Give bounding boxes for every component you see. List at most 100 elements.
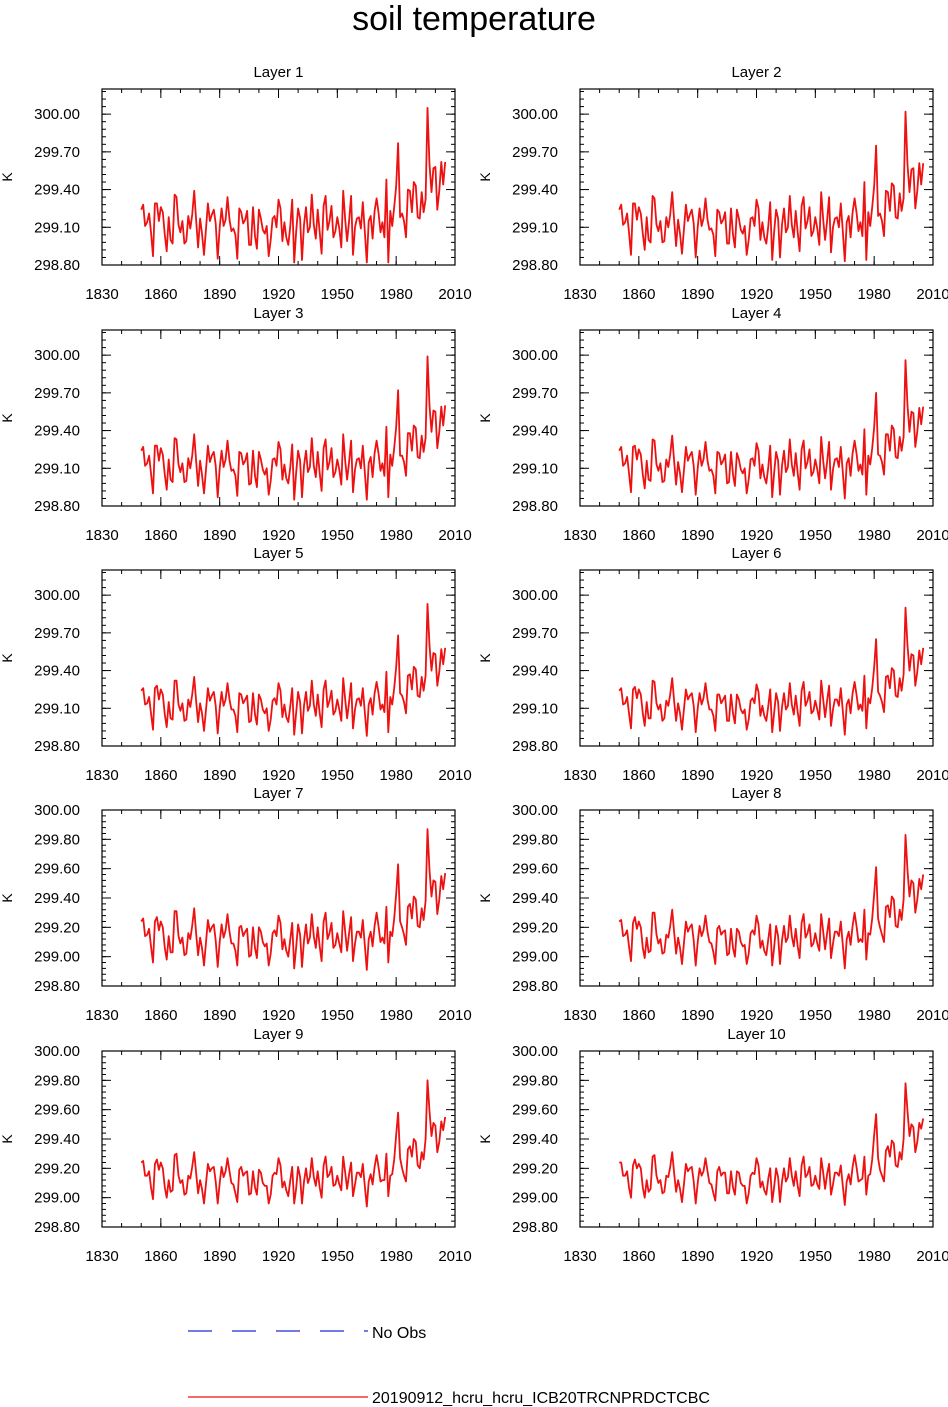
- x-tick-label: 1830: [563, 527, 596, 544]
- y-tick-label: 300.00: [34, 587, 80, 604]
- x-tick-label: 1980: [857, 1007, 890, 1024]
- y-tick-label: 299.10: [512, 700, 558, 717]
- y-tick-label: 299.10: [512, 219, 558, 236]
- y-axis-label: K: [477, 653, 493, 663]
- y-axis-label: K: [477, 893, 493, 903]
- y-tick-label: 298.80: [512, 498, 558, 515]
- y-tick-label: 299.40: [512, 423, 558, 440]
- y-tick-label: 299.40: [34, 182, 80, 199]
- y-tick-label: 300.00: [512, 347, 558, 364]
- y-axis-label: K: [0, 893, 15, 903]
- x-tick-label: 1860: [622, 527, 655, 544]
- plot-frame: [101, 809, 456, 987]
- panel-layer-7: Layer 7 K 1830 1860 1890 1920 1950 1980 2010 298.…: [0, 785, 472, 1024]
- x-tick-label: 1980: [857, 286, 890, 303]
- x-tick-label: 1920: [740, 1248, 773, 1265]
- x-tick-label: 1980: [857, 1248, 890, 1265]
- x-tick-label: 2010: [438, 767, 471, 784]
- panel-title: Layer 10: [727, 1026, 785, 1043]
- plot-frame: [579, 1050, 934, 1228]
- panel-layer-9: Layer 9 K 1830 1860 1890 1920 1950 1980 2010 298.…: [0, 1026, 472, 1265]
- series-line: [618, 834, 925, 970]
- series-line: [140, 107, 447, 264]
- x-tick-label: 2010: [916, 1248, 948, 1265]
- y-tick-label: 300.00: [512, 1043, 558, 1060]
- x-tick-label: 1920: [262, 286, 295, 303]
- series-line: [140, 603, 447, 737]
- x-tick-label: 1950: [799, 767, 832, 784]
- x-tick-label: 1950: [799, 1248, 832, 1265]
- x-tick-label: 1860: [144, 767, 177, 784]
- y-tick-label: 299.10: [512, 460, 558, 477]
- x-tick-label: 1890: [203, 1248, 236, 1265]
- series-line: [618, 606, 925, 736]
- panel-layer-10: Layer 10 K 1830 1860 1890 1920 1950 1980 2010 298…: [477, 1026, 948, 1265]
- y-tick-label: 299.00: [512, 949, 558, 966]
- y-tick-label: 298.80: [34, 257, 80, 274]
- y-axis-label: K: [0, 172, 15, 182]
- x-tick-label: 1830: [85, 1007, 118, 1024]
- x-tick-label: 1980: [379, 286, 412, 303]
- x-tick-label: 1980: [379, 767, 412, 784]
- y-tick-label: 298.80: [512, 257, 558, 274]
- series-line: [618, 110, 925, 263]
- plot-frame: [101, 569, 456, 747]
- y-tick-label: 299.70: [512, 385, 558, 402]
- x-tick-label: 1890: [681, 286, 714, 303]
- y-tick-label: 299.60: [512, 1102, 558, 1119]
- y-tick-label: 298.80: [512, 1219, 558, 1236]
- panel-title: Layer 4: [731, 305, 781, 322]
- x-tick-label: 1890: [681, 767, 714, 784]
- plot-frame: [101, 1050, 456, 1228]
- x-tick-label: 1920: [262, 767, 295, 784]
- y-tick-label: 299.40: [34, 423, 80, 440]
- x-tick-label: 1830: [563, 1007, 596, 1024]
- x-tick-label: 1830: [85, 286, 118, 303]
- x-tick-label: 1890: [203, 286, 236, 303]
- x-tick-label: 1980: [379, 1248, 412, 1265]
- panel-title: Layer 6: [731, 545, 781, 562]
- y-tick-label: 299.10: [34, 460, 80, 477]
- x-tick-label: 1980: [379, 527, 412, 544]
- y-tick-label: 299.40: [512, 663, 558, 680]
- panel-layer-6: Layer 6 K 1830 1860 1890 1920 1950 1980 2010 298.…: [477, 545, 948, 784]
- y-tick-label: 300.00: [512, 802, 558, 819]
- y-tick-label: 299.20: [512, 919, 558, 936]
- x-tick-label: 1920: [740, 527, 773, 544]
- series-line: [618, 359, 925, 500]
- panel-title: Layer 9: [253, 1026, 303, 1043]
- y-tick-label: 298.80: [34, 978, 80, 995]
- x-tick-label: 1830: [563, 286, 596, 303]
- y-axis-label: K: [0, 413, 15, 423]
- series-line: [140, 1079, 447, 1208]
- panel-title: Layer 2: [731, 64, 781, 81]
- y-axis-label: K: [0, 1134, 15, 1144]
- x-tick-label: 1950: [321, 1248, 354, 1265]
- x-tick-label: 1950: [321, 767, 354, 784]
- x-tick-label: 1860: [622, 767, 655, 784]
- x-tick-label: 1830: [85, 767, 118, 784]
- panel-title: Layer 3: [253, 305, 303, 322]
- y-tick-label: 299.00: [34, 949, 80, 966]
- x-tick-label: 1860: [144, 1248, 177, 1265]
- y-tick-label: 299.80: [512, 831, 558, 848]
- y-tick-label: 299.10: [34, 700, 80, 717]
- x-tick-label: 1920: [262, 1248, 295, 1265]
- panel-layer-5: Layer 5 K 1830 1860 1890 1920 1950 1980 2010 298.…: [0, 545, 472, 784]
- x-tick-label: 1830: [563, 1248, 596, 1265]
- y-tick-label: 300.00: [34, 1043, 80, 1060]
- series-line: [619, 1082, 925, 1206]
- legend: No Obs 20190912_hcru_hcru_ICB20TRCNPRDCTC…: [188, 1325, 710, 1407]
- series-line: [140, 828, 447, 971]
- y-tick-label: 300.00: [512, 587, 558, 604]
- series-line: [140, 355, 447, 501]
- x-tick-label: 1890: [203, 767, 236, 784]
- panel-title: Layer 8: [731, 785, 781, 802]
- x-tick-label: 1860: [622, 286, 655, 303]
- x-tick-label: 1890: [681, 1248, 714, 1265]
- y-tick-label: 299.60: [34, 1102, 80, 1119]
- plot-frame: [101, 88, 456, 266]
- y-tick-label: 299.70: [512, 144, 558, 161]
- y-tick-label: 299.40: [512, 182, 558, 199]
